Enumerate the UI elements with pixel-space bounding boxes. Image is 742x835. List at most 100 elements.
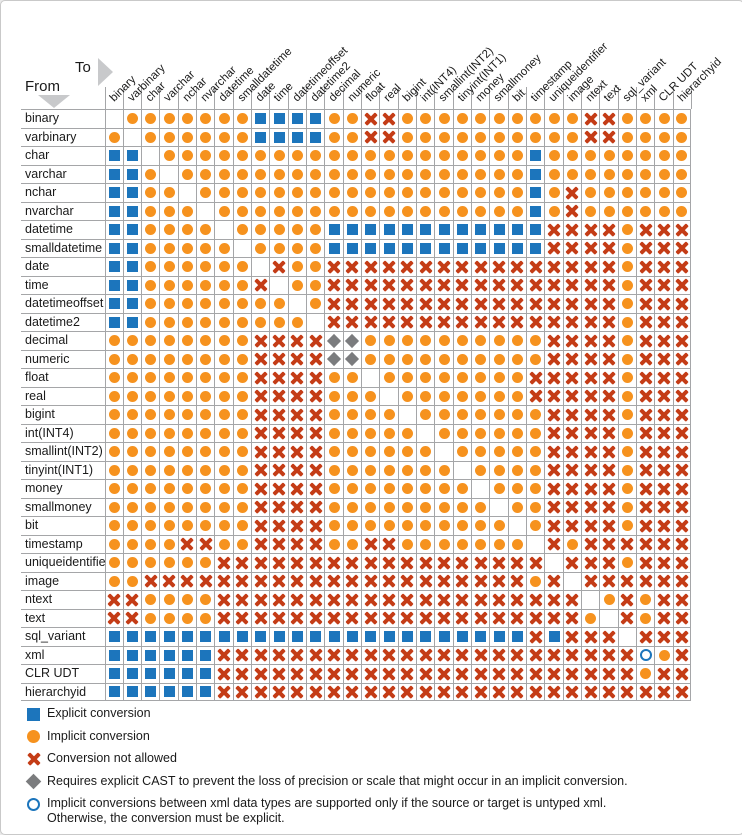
implicit-circle-icon bbox=[420, 501, 432, 513]
implicit-circle-icon bbox=[255, 316, 267, 328]
implicit-circle-icon bbox=[658, 187, 670, 199]
not-allowed-x-icon bbox=[400, 315, 414, 329]
implicit-circle-icon bbox=[621, 427, 633, 439]
implicit-circle-icon bbox=[493, 372, 505, 384]
implicit-circle-icon bbox=[548, 131, 560, 143]
implicit-circle-icon bbox=[365, 205, 377, 217]
matrix-cell bbox=[177, 386, 197, 405]
matrix-cell bbox=[232, 571, 252, 590]
not-allowed-x-icon bbox=[639, 408, 653, 422]
matrix-cell bbox=[452, 368, 472, 387]
row-label: decimal bbox=[21, 331, 105, 350]
implicit-circle-icon bbox=[145, 483, 157, 495]
not-allowed-x-icon bbox=[400, 611, 414, 625]
not-allowed-x-icon bbox=[675, 537, 689, 551]
matrix-cell bbox=[342, 386, 362, 405]
matrix-cell bbox=[434, 386, 453, 405]
matrix-cell bbox=[159, 146, 178, 165]
not-allowed-x-icon bbox=[657, 315, 671, 329]
row-label: ntext bbox=[21, 590, 105, 609]
matrix-cell bbox=[214, 423, 233, 442]
explicit-square-icon bbox=[328, 224, 340, 236]
matrix-cell bbox=[287, 238, 307, 257]
matrix-cell bbox=[287, 257, 307, 276]
not-allowed-x-icon bbox=[309, 556, 323, 570]
not-allowed-x-icon bbox=[547, 260, 561, 274]
matrix-cell bbox=[379, 608, 398, 627]
matrix-cell bbox=[177, 571, 197, 590]
matrix-cell bbox=[287, 645, 307, 664]
matrix-cell bbox=[526, 497, 545, 516]
implicit-circle-icon bbox=[273, 224, 285, 236]
not-allowed-x-icon bbox=[180, 574, 194, 588]
matrix-cell bbox=[379, 405, 398, 424]
matrix-cell bbox=[489, 534, 508, 553]
not-allowed-x-icon bbox=[254, 556, 268, 570]
implicit-circle-icon bbox=[475, 150, 487, 162]
not-allowed-x-icon bbox=[639, 223, 653, 237]
matrix-cell bbox=[306, 109, 325, 128]
matrix-cell bbox=[617, 608, 637, 627]
matrix-cell bbox=[269, 460, 288, 479]
implicit-circle-icon bbox=[346, 409, 358, 421]
not-allowed-x-icon bbox=[565, 648, 579, 662]
matrix-cell bbox=[636, 571, 655, 590]
matrix-cell bbox=[232, 553, 252, 572]
column-tick bbox=[672, 87, 674, 109]
not-allowed-x-icon bbox=[675, 445, 689, 459]
matrix-cell bbox=[452, 460, 472, 479]
implicit-circle-icon bbox=[218, 409, 230, 421]
matrix-cell bbox=[287, 127, 307, 146]
matrix-cell bbox=[196, 331, 215, 350]
matrix-cell bbox=[324, 257, 343, 276]
matrix-cell bbox=[122, 127, 142, 146]
matrix-cell bbox=[196, 645, 215, 664]
not-allowed-x-icon bbox=[639, 426, 653, 440]
matrix-cell bbox=[507, 423, 527, 442]
row-label: datetime2 bbox=[21, 312, 105, 332]
matrix-cell bbox=[122, 386, 142, 405]
matrix-cell bbox=[232, 479, 252, 498]
legend-label: Requires explicit CAST to prevent the lo… bbox=[47, 773, 628, 788]
implicit-circle-icon bbox=[475, 335, 487, 347]
matrix-cell bbox=[141, 368, 160, 387]
implicit-circle-icon bbox=[401, 464, 413, 476]
not-allowed-x-icon bbox=[547, 334, 561, 348]
implicit-circle-icon bbox=[401, 446, 413, 458]
implicit-circle-icon bbox=[658, 168, 670, 180]
matrix-cell bbox=[526, 534, 545, 553]
implicit-circle-icon bbox=[145, 316, 157, 328]
matrix-cell bbox=[636, 664, 655, 683]
matrix-cell bbox=[122, 368, 142, 387]
matrix-cell bbox=[342, 664, 362, 683]
matrix-cell bbox=[617, 497, 637, 516]
matrix-cell bbox=[654, 497, 673, 516]
not-allowed-x-icon bbox=[474, 574, 488, 588]
matrix-cell bbox=[122, 423, 142, 442]
matrix-cell bbox=[416, 312, 435, 331]
matrix-cell bbox=[452, 497, 472, 516]
matrix-cell bbox=[617, 645, 637, 664]
matrix-cell bbox=[654, 368, 673, 387]
row-label: money bbox=[21, 479, 105, 498]
matrix-cell bbox=[361, 627, 380, 646]
matrix-cell bbox=[636, 627, 655, 646]
matrix-cell bbox=[196, 146, 215, 165]
not-allowed-x-icon bbox=[364, 593, 378, 607]
implicit-circle-icon bbox=[236, 335, 248, 347]
matrix-cell bbox=[269, 386, 288, 405]
matrix-cell bbox=[416, 238, 435, 257]
implicit-circle-icon bbox=[640, 205, 652, 217]
matrix-cell bbox=[397, 257, 417, 276]
implicit-circle-icon bbox=[163, 501, 175, 513]
implicit-circle-icon bbox=[511, 372, 523, 384]
matrix-cell bbox=[141, 423, 160, 442]
matrix-cell bbox=[672, 201, 691, 220]
matrix-cell bbox=[361, 312, 380, 331]
not-allowed-x-icon bbox=[584, 500, 598, 514]
matrix-cell bbox=[562, 201, 582, 220]
matrix-cell bbox=[324, 349, 343, 368]
matrix-cell bbox=[489, 201, 508, 220]
matrix-cell bbox=[507, 682, 527, 701]
matrix-cell bbox=[306, 571, 325, 590]
